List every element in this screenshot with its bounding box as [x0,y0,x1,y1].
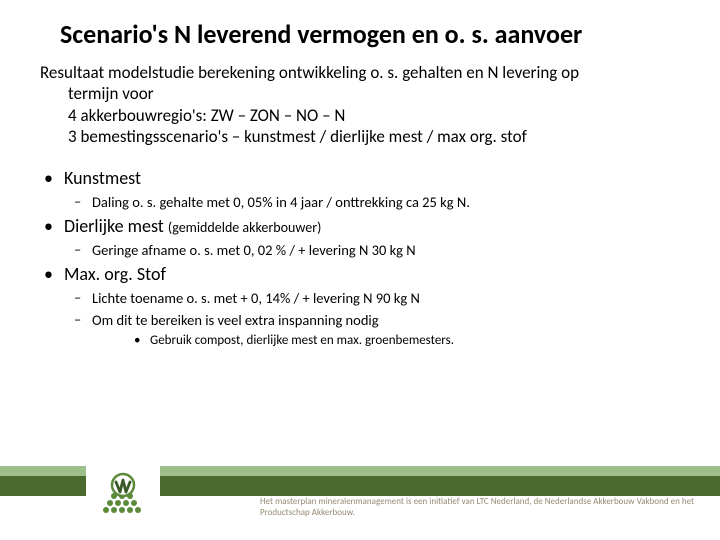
bullet-dierlijke-sub1: Geringe afname o. s. met 0, 02 % / + lev… [40,239,680,261]
bullet-kunstmest: Kunstmest [40,165,680,191]
bullet-list: Kunstmest Daling o. s. gehalte met 0, 05… [0,147,720,350]
footer: Het masterplan mineralenmanagement is ee… [0,444,720,540]
intro-block: Resultaat modelstudie berekening ontwikk… [0,56,720,147]
intro-line-4: 3 bemestingsscenario's – kunstmest / die… [40,126,680,147]
footer-text: Het masterplan mineralenmanagement is ee… [260,496,700,518]
bullet-maxorg-sub3: Gebruik compost, dierlijke mest en max. … [40,331,680,350]
intro-line-2: termijn voor [40,83,680,104]
bullet-maxorg: Max. org. Stof [40,261,680,287]
bullet-dierlijke-small: (gemiddelde akkerbouwer) [168,219,321,236]
slide-title: Scenario's N leverend vermogen en o. s. … [0,0,720,56]
bullet-maxorg-sub2: Om dit te bereiken is veel extra inspann… [40,309,680,331]
bullet-kunstmest-sub1: Daling o. s. gehalte met 0, 05% in 4 jaa… [40,191,680,213]
logo [86,458,160,532]
logo-icon [86,458,160,532]
bullet-maxorg-sub1: Lichte toename o. s. met + 0, 14% / + le… [40,287,680,309]
bullet-dierlijke: Dierlijke mest (gemiddelde akkerbouwer) [40,213,680,239]
bullet-dierlijke-label: Dierlijke mest [64,215,168,237]
intro-line-3: 4 akkerbouwregio's: ZW – ZON – NO – N [40,105,680,126]
intro-line-1: Resultaat modelstudie berekening ontwikk… [40,62,579,83]
